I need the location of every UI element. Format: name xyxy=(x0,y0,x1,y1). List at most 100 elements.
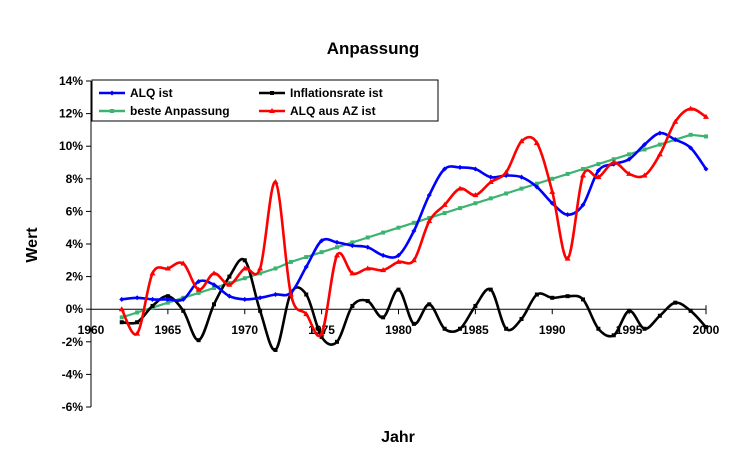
y-tick-label: -2% xyxy=(62,335,84,349)
x-tick-label: 1990 xyxy=(539,323,566,337)
data-point-beste-anpassung xyxy=(581,167,585,172)
data-point-inflationsrate-ist xyxy=(411,321,416,326)
data-point-alq-aus-az-ist xyxy=(180,260,187,266)
legend-label-alq-ist: ALQ ist xyxy=(130,86,173,100)
data-point-beste-anpassung xyxy=(642,147,647,152)
data-point-alq-aus-az-ist xyxy=(364,265,371,271)
data-point-beste-anpassung xyxy=(304,255,309,260)
data-point-alq-ist xyxy=(626,156,632,162)
data-point-alq-ist xyxy=(226,293,232,299)
data-point-beste-anpassung xyxy=(704,134,708,139)
data-point-alq-ist xyxy=(365,244,371,250)
data-point-inflationsrate-ist xyxy=(504,326,509,331)
legend-box xyxy=(91,79,439,122)
data-point-alq-ist xyxy=(349,243,355,249)
data-point-inflationsrate-ist xyxy=(673,300,678,305)
series-alq-aus-az-ist xyxy=(118,105,709,338)
data-point-inflationsrate-ist xyxy=(304,292,309,297)
data-point-alq-aus-az-ist xyxy=(703,113,709,119)
data-point-beste-anpassung xyxy=(596,162,601,167)
x-axis-ticks: 1960 1965 1970 1975 1980 1985 1990 1995 2000 xyxy=(78,309,720,337)
data-point-alq-ist xyxy=(380,252,386,258)
data-point-beste-anpassung xyxy=(411,220,416,225)
legend-marker-alq-aus-az-ist xyxy=(269,108,275,113)
data-point-alq-aus-az-ist xyxy=(134,330,141,336)
data-point-alq-aus-az-ist xyxy=(580,172,586,178)
data-point-inflationsrate-ist xyxy=(319,334,324,339)
x-axis-label: Jahr xyxy=(381,429,415,446)
data-point-alq-ist xyxy=(196,278,202,284)
legend-item-beste-anpassung: beste Anpassung xyxy=(99,104,230,118)
y-tick-label: 0% xyxy=(66,302,84,316)
data-point-beste-anpassung xyxy=(242,276,247,281)
data-point-alq-ist xyxy=(273,292,278,298)
data-point-inflationsrate-ist xyxy=(196,338,201,343)
legend-item-alq-aus-az-ist: ALQ aus AZ ist xyxy=(259,104,376,118)
data-point-alq-aus-az-ist xyxy=(641,172,648,178)
data-point-alq-ist xyxy=(657,130,663,136)
data-point-inflationsrate-ist xyxy=(150,303,155,308)
y-tick-label: 12% xyxy=(59,107,83,121)
data-point-beste-anpassung xyxy=(458,206,462,211)
data-point-inflationsrate-ist xyxy=(657,313,662,318)
data-point-alq-aus-az-ist xyxy=(349,270,356,276)
data-point-alq-ist xyxy=(396,252,401,258)
x-tick-label: 2000 xyxy=(693,323,720,337)
data-point-alq-aus-az-ist xyxy=(410,257,417,263)
data-point-alq-ist xyxy=(334,239,340,245)
data-point-alq-aus-az-ist xyxy=(287,291,294,297)
data-point-alq-ist xyxy=(150,296,155,302)
data-point-inflationsrate-ist xyxy=(627,308,632,313)
data-point-alq-ist xyxy=(703,166,709,172)
data-point-beste-anpassung xyxy=(657,142,662,147)
data-point-alq-ist xyxy=(580,202,586,208)
data-point-inflationsrate-ist xyxy=(550,295,555,300)
x-tick-label: 1965 xyxy=(155,323,182,337)
data-point-inflationsrate-ist xyxy=(273,347,278,352)
data-point-beste-anpassung xyxy=(550,176,555,181)
data-point-alq-ist xyxy=(534,184,540,190)
data-point-alq-aus-az-ist xyxy=(211,270,217,276)
data-point-inflationsrate-ist xyxy=(442,326,447,331)
series-layer xyxy=(118,105,709,352)
data-point-alq-aus-az-ist xyxy=(503,169,510,175)
legend-marker-beste-anpassung xyxy=(110,109,114,113)
data-point-inflationsrate-ist xyxy=(212,302,216,307)
series-inflationsrate-ist xyxy=(119,257,708,352)
data-point-inflationsrate-ist xyxy=(704,325,708,330)
data-point-alq-aus-az-ist xyxy=(487,179,494,185)
data-point-beste-anpassung xyxy=(196,290,201,295)
data-point-inflationsrate-ist xyxy=(458,326,462,331)
data-point-beste-anpassung xyxy=(288,259,293,264)
data-point-alq-aus-az-ist xyxy=(518,138,525,144)
data-point-beste-anpassung xyxy=(504,191,509,196)
data-point-beste-anpassung xyxy=(442,211,447,216)
data-point-alq-aus-az-ist xyxy=(595,174,602,180)
data-point-inflationsrate-ist xyxy=(181,308,186,313)
data-point-alq-aus-az-ist xyxy=(395,258,402,264)
data-point-alq-aus-az-ist xyxy=(226,281,233,287)
data-point-alq-ist xyxy=(242,296,248,302)
data-point-alq-ist xyxy=(642,142,647,148)
data-point-inflationsrate-ist xyxy=(242,258,247,263)
data-point-beste-anpassung xyxy=(488,196,493,201)
data-point-alq-aus-az-ist xyxy=(626,170,633,176)
data-point-beste-anpassung xyxy=(611,157,616,162)
data-point-alq-aus-az-ist xyxy=(564,255,571,261)
data-point-inflationsrate-ist xyxy=(596,326,601,331)
data-point-alq-aus-az-ist xyxy=(457,185,463,191)
data-point-inflationsrate-ist xyxy=(534,292,539,297)
legend: ALQ ist Inflationsrate ist beste Anpassung… xyxy=(91,79,439,122)
data-point-alq-ist xyxy=(134,295,140,301)
series-beste-anpassung xyxy=(119,132,708,320)
data-point-inflationsrate-ist xyxy=(258,308,263,313)
y-tick-label: -6% xyxy=(62,400,84,414)
chart-title: Anpassung xyxy=(327,39,420,58)
y-tick-label: 4% xyxy=(66,237,84,251)
x-tick-label: 1980 xyxy=(385,323,412,337)
data-point-inflationsrate-ist xyxy=(519,316,524,321)
legend-item-inflationsrate-ist: Inflationsrate ist xyxy=(259,86,383,100)
data-point-alq-ist xyxy=(319,238,325,244)
y-axis-ticks: -6% -4% -2% 0% 2% 4% 6% 8% 10% 12% 14% xyxy=(59,74,91,414)
data-point-beste-anpassung xyxy=(473,201,478,206)
